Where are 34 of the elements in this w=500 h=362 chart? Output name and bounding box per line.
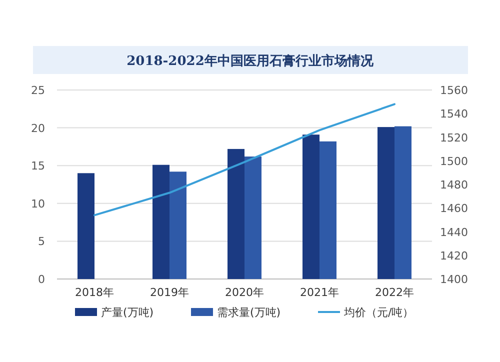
bar bbox=[78, 173, 94, 279]
x-tick-label: 2019年 bbox=[150, 286, 189, 299]
x-tick-label: 2020年 bbox=[225, 286, 264, 299]
bar bbox=[320, 141, 336, 279]
y-tick-label: 10 bbox=[31, 197, 45, 210]
bar bbox=[302, 134, 320, 279]
bar bbox=[378, 127, 394, 279]
x-tick-label: 2018年 bbox=[75, 286, 114, 299]
legend-label: 产量(万吨) bbox=[101, 306, 154, 319]
legend-label: 需求量(万吨) bbox=[217, 306, 281, 319]
x-tick-label: 2022年 bbox=[375, 286, 414, 299]
y2-tick-label: 1500 bbox=[440, 154, 468, 168]
line-series bbox=[94, 103, 396, 216]
x-tick-label: 2021年 bbox=[300, 286, 339, 299]
y2-tick-label: 1520 bbox=[440, 131, 468, 144]
legend-label: 均价（元/吨） bbox=[343, 306, 414, 319]
y2-tick-label: 1420 bbox=[440, 249, 468, 262]
y2-tick-label: 1400 bbox=[440, 273, 468, 286]
bar bbox=[170, 172, 186, 279]
bar bbox=[244, 156, 262, 279]
y2-tick-label: 1540 bbox=[440, 108, 468, 121]
bar bbox=[394, 126, 412, 279]
chart-title: 2018-2022年中国医用石膏行业市场情况 bbox=[126, 53, 374, 69]
y-tick-label: 15 bbox=[31, 160, 45, 173]
y2-tick-label: 1440 bbox=[440, 226, 468, 239]
y-tick-label: 0 bbox=[38, 273, 45, 286]
y-tick-label: 25 bbox=[31, 84, 45, 97]
y2-tick-label: 1560 bbox=[440, 84, 468, 97]
y2-tick-label: 1460 bbox=[440, 202, 468, 216]
y2-tick-label: 1480 bbox=[440, 178, 468, 192]
y-tick-label: 5 bbox=[38, 235, 45, 248]
bar bbox=[228, 148, 244, 279]
y-tick-label: 20 bbox=[31, 122, 45, 135]
bar bbox=[152, 164, 170, 279]
